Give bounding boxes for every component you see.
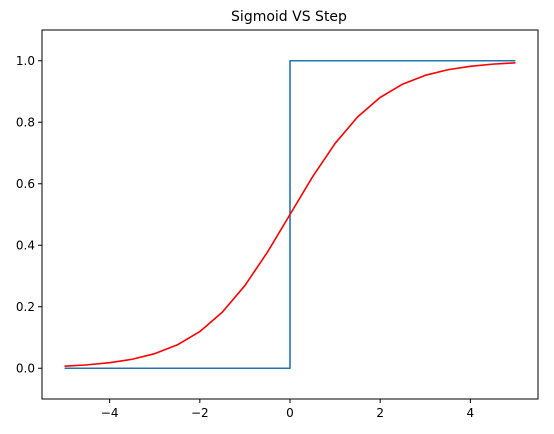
- y-tick-label: 0.4: [16, 238, 35, 252]
- x-tick-label: 0: [286, 406, 294, 420]
- x-axis: −4 −2 0 2 4: [101, 399, 474, 420]
- plot-frame: [41, 29, 539, 400]
- y-tick-label: 0.0: [16, 361, 35, 375]
- x-tick-label: 2: [376, 406, 384, 420]
- y-axis: 0.0 0.2 0.4 0.6 0.8 1.0: [16, 54, 42, 375]
- y-tick-label: 0.2: [16, 300, 35, 314]
- x-tick-label: −2: [191, 406, 209, 420]
- series-line-2: [64, 62, 516, 367]
- x-tick-label: 4: [467, 406, 475, 420]
- y-tick-label: 0.8: [16, 115, 35, 129]
- y-tick-label: 0.6: [16, 177, 35, 191]
- chart-title: Sigmoid VS Step: [231, 9, 347, 25]
- plot-area: [64, 59, 516, 370]
- x-tick-label: −4: [101, 406, 119, 420]
- y-tick-label: 1.0: [16, 54, 35, 68]
